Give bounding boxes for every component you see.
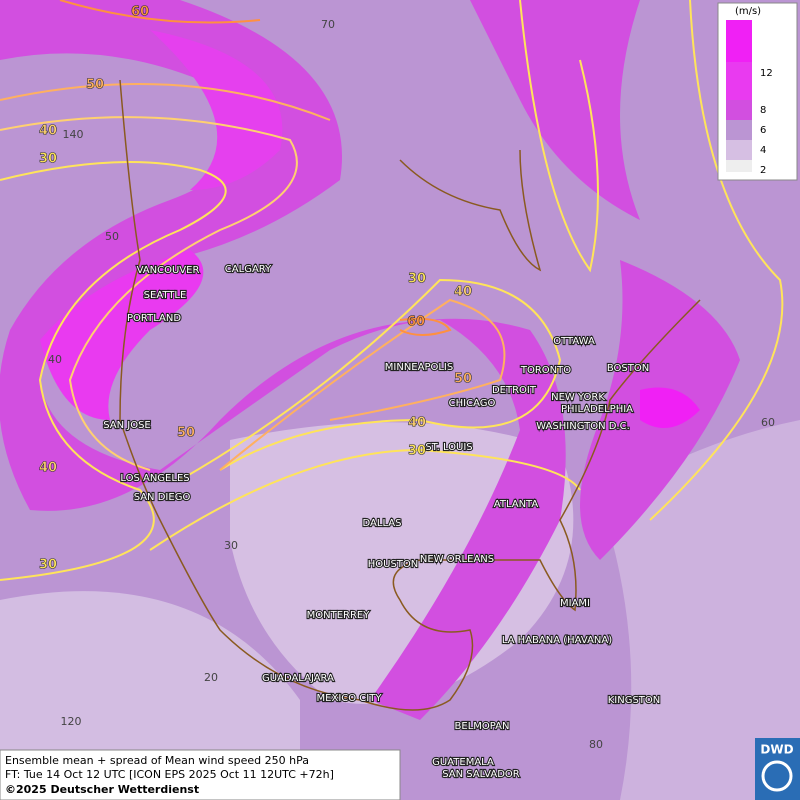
footer-box: [0, 749, 401, 800]
city-label: SAN DIEGO: [134, 492, 191, 503]
city-label: ST. LOUIS: [425, 442, 472, 453]
city-label: PORTLAND: [127, 313, 181, 324]
city-label: ATLANTA: [494, 499, 539, 510]
lat-lon-label: 20: [204, 671, 218, 684]
city-label: GUATEMALA: [432, 757, 494, 768]
city-labels: VANCOUVER CALGARY SEATTLE PORTLAND SAN JOSE L…: [102, 263, 661, 781]
city-label: NEW ORLEANS: [420, 554, 494, 565]
logo-text: DWD: [760, 743, 793, 757]
city-label: NEW YORK: [551, 392, 605, 403]
lat-lon-label: 120: [61, 715, 82, 728]
city-label: PHILADELPHIA: [561, 404, 633, 415]
lat-lon-label: 60: [761, 416, 775, 429]
legend-level: 4: [760, 145, 766, 156]
legend-level: 8: [760, 105, 766, 116]
city-label: CHICAGO: [449, 398, 496, 409]
city-label: DETROIT: [492, 385, 537, 396]
city-label: CALGARY: [225, 264, 272, 275]
coastlines: [119, 79, 701, 711]
city-label: DALLAS: [363, 518, 402, 529]
contour-label: 30: [39, 558, 57, 573]
city-label: SAN JOSE: [103, 420, 151, 431]
city-label: KINGSTON: [608, 695, 661, 706]
lat-lon-label: 50: [105, 230, 119, 243]
city-label: MONTERREY: [307, 610, 371, 621]
city-label: BELMOPAN: [455, 721, 510, 732]
footer-line: ©2025 Deutscher Wetterdienst: [5, 783, 199, 796]
city-label: MINNEAPOLIS: [385, 362, 453, 373]
contour-lines: [0, 0, 784, 581]
contour-label: 40: [454, 285, 472, 300]
city-label: MIAMI: [560, 598, 590, 609]
contour-label: 30: [408, 444, 426, 459]
lat-lon-label: 40: [48, 353, 62, 366]
city-label: SAN SALVADOR: [442, 769, 519, 780]
contour-label: 60: [407, 315, 425, 330]
legend-level: 6: [760, 125, 766, 136]
contour-label: 40: [39, 461, 57, 476]
contour-label: 40: [408, 416, 426, 431]
city-label: GUADALAJARA: [262, 673, 334, 684]
lat-lon-label: 30: [224, 539, 238, 552]
city-label: SEATTLE: [144, 290, 187, 301]
footer-line: Ensemble mean + spread of Mean wind spee…: [5, 754, 309, 767]
contour-label: 60: [131, 5, 149, 20]
city-label: WASHINGTON D.C.: [536, 421, 630, 432]
legend-unit: (m/s): [735, 6, 761, 17]
city-label: LA HABANA (HAVANA): [502, 635, 612, 646]
contour-label: 30: [39, 152, 57, 167]
city-label: BOSTON: [607, 363, 649, 374]
contour-label: 30: [408, 272, 426, 287]
city-label: OTTAWA: [553, 336, 595, 347]
contour-label: 50: [454, 372, 472, 387]
city-label: MEXICO CITY: [317, 693, 383, 704]
lat-lon-label: 80: [589, 738, 603, 751]
city-label: VANCOUVER: [137, 265, 200, 276]
city-label: HOUSTON: [368, 559, 419, 570]
contour-label: 40: [39, 124, 57, 139]
legend-level: 12: [760, 68, 773, 79]
lat-lon-label: 140: [63, 128, 84, 141]
lat-lon-labels: 70 140 50 40 30 20 120 80 60: [48, 18, 775, 751]
legend: (m/s): [717, 2, 798, 181]
logo-icon: [761, 760, 793, 792]
legend-levels: 12 8 6 4 2: [760, 68, 773, 176]
footer-line: FT: Tue 14 Oct 12 UTC [ICON EPS 2025 Oct…: [5, 768, 334, 781]
city-label: TORONTO: [520, 365, 571, 376]
legend-level: 2: [760, 165, 766, 176]
contour-labels: 60 50 40 30 30 40 60 50 40 30 50 40 30: [39, 4, 473, 573]
city-label: LOS ANGELES: [120, 473, 189, 484]
contour-label: 50: [177, 426, 195, 441]
contour-label: 50: [86, 78, 104, 93]
lat-lon-label: 70: [321, 18, 335, 31]
